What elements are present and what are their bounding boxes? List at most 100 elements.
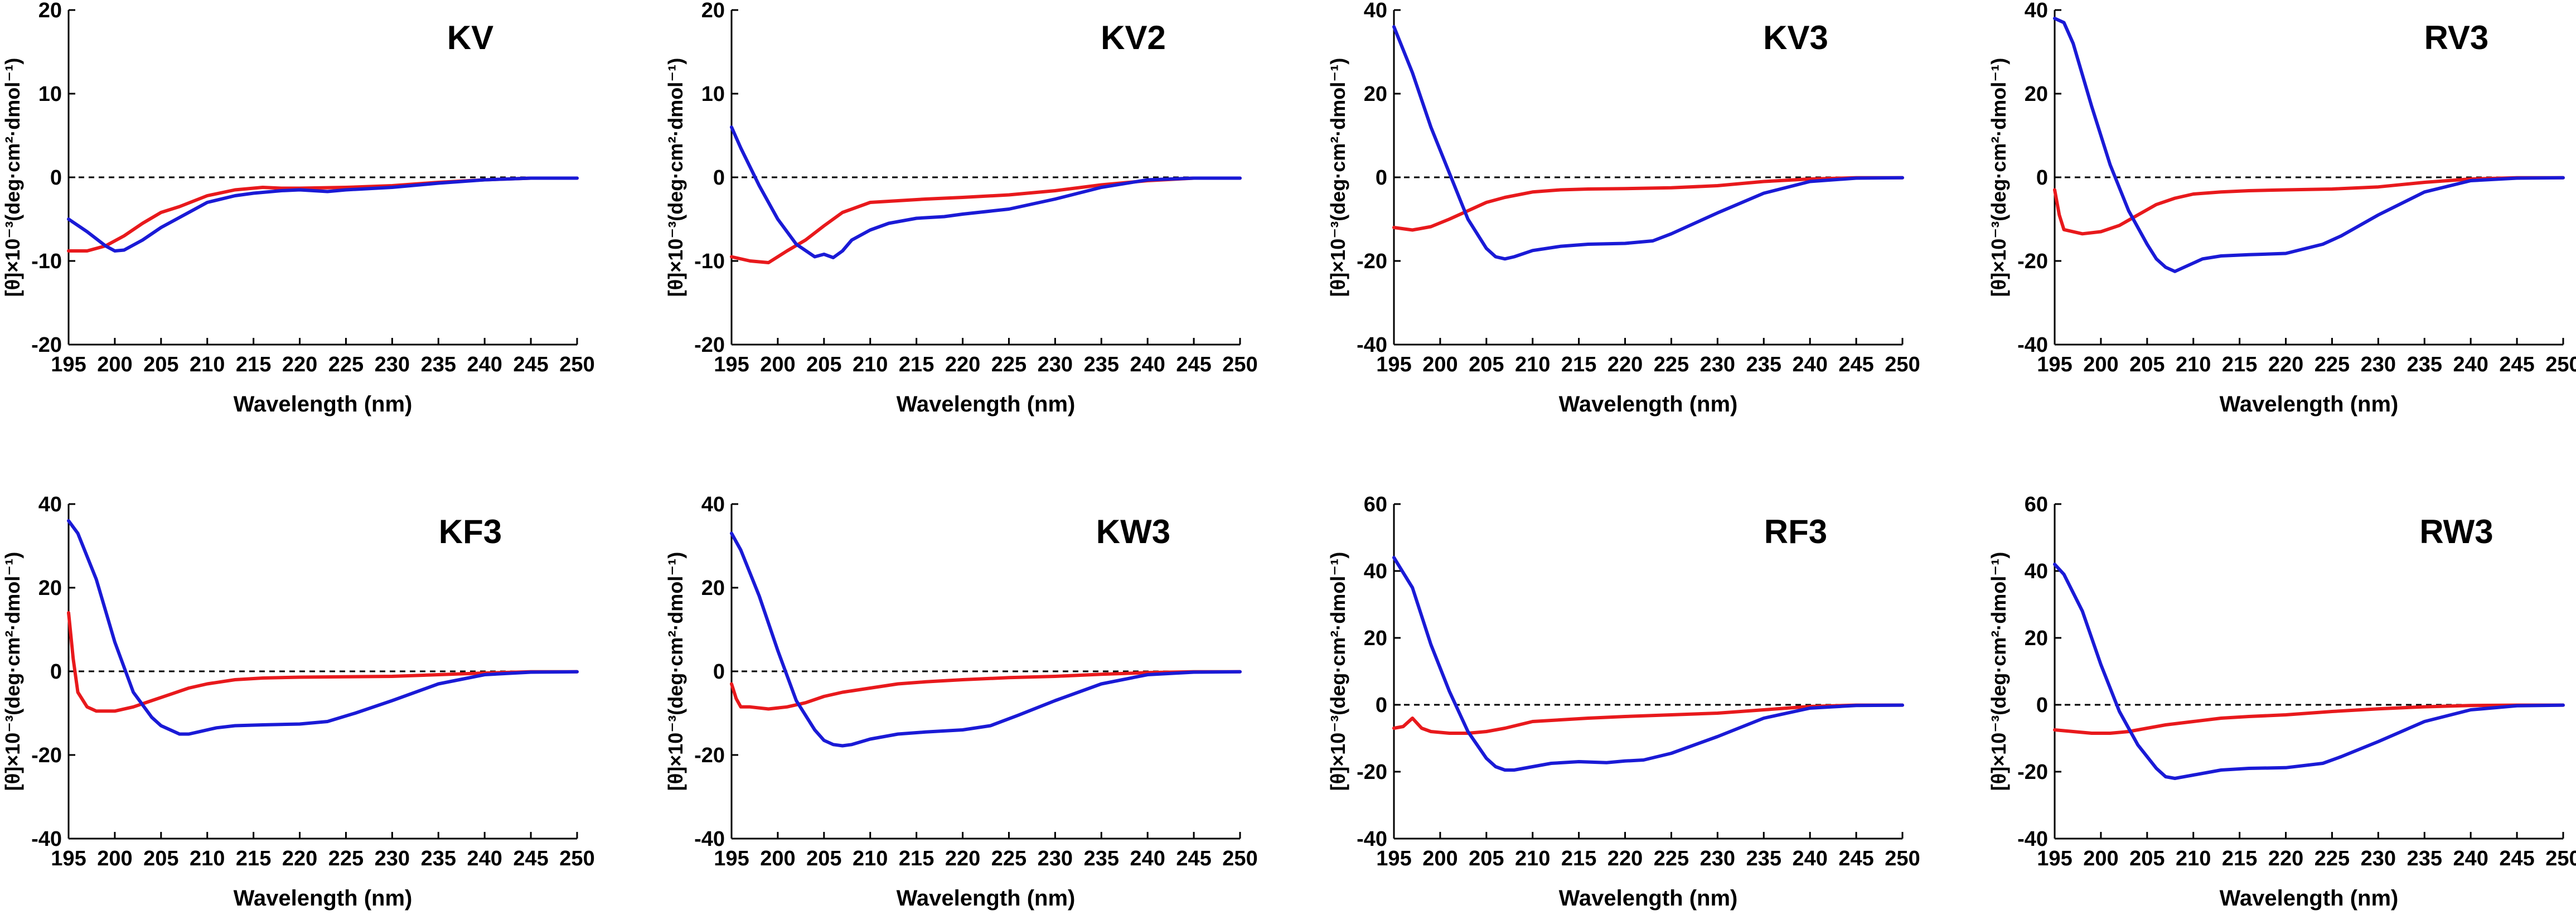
y-tick-label: -40 <box>2017 333 2048 357</box>
x-tick-label: 245 <box>1176 847 1211 870</box>
x-axis-label: Wavelength (nm) <box>2220 392 2399 417</box>
x-tick-label: 240 <box>1130 847 1165 870</box>
x-tick-label: 210 <box>2176 847 2211 870</box>
x-tick-label: 210 <box>190 847 225 870</box>
x-axis-label: Wavelength (nm) <box>234 886 413 911</box>
x-tick-label: 200 <box>97 847 132 870</box>
x-tick-label: 215 <box>899 353 934 376</box>
y-tick-label: -20 <box>694 333 725 357</box>
y-axis-label: [θ]×10⁻³(deg·cm²·dmol⁻¹) <box>664 58 687 297</box>
x-tick-label: 240 <box>1792 847 1827 870</box>
series-red-line <box>2053 703 2565 735</box>
x-tick-label: 200 <box>1422 847 1458 870</box>
x-tick-label: 250 <box>2545 847 2576 870</box>
cd-panel-kw3: -40 -20 0 20 40 195 200 205 210 215 220 225 230 235 24… <box>664 493 1258 911</box>
y-tick-label: -20 <box>31 744 62 767</box>
x-tick-label: 225 <box>991 847 1026 870</box>
series-red-line <box>1392 176 1904 232</box>
x-tick-label: 250 <box>559 847 594 870</box>
cd-panel-kv2: -20 -10 0 10 20 195 200 205 210 215 220 225 230 235 24… <box>664 0 1258 417</box>
y-tick-label: 20 <box>2025 627 2048 650</box>
x-tick-label: 250 <box>559 353 594 376</box>
y-tick-label: 60 <box>2025 493 2048 516</box>
y-tick-label: -10 <box>694 250 725 273</box>
x-tick-label: 220 <box>945 847 980 870</box>
x-tick-label: 230 <box>375 847 410 870</box>
series-blue-line <box>730 125 1242 259</box>
x-axis-label: Wavelength (nm) <box>234 392 413 417</box>
y-axis-label: [θ]×10⁻³(deg·cm²·dmol⁻¹) <box>1 552 24 791</box>
x-tick-label: 195 <box>714 847 749 870</box>
y-tick-label: -20 <box>1357 761 1387 784</box>
x-tick-label: 245 <box>513 353 548 376</box>
panel-title: KV2 <box>1101 19 1166 56</box>
x-axis-label: Wavelength (nm) <box>897 392 1076 417</box>
panel-title: RV3 <box>2424 19 2489 56</box>
series-red-line <box>2053 176 2565 236</box>
panel-title: KW3 <box>1096 513 1170 550</box>
y-axis-label: [θ]×10⁻³(deg·cm²·dmol⁻¹) <box>664 552 687 791</box>
x-tick-label: 240 <box>1130 353 1165 376</box>
y-tick-label: -20 <box>1357 250 1387 273</box>
y-tick-label: -10 <box>31 250 62 273</box>
x-tick-label: 220 <box>945 353 980 376</box>
x-tick-label: 225 <box>1654 353 1689 376</box>
x-tick-label: 240 <box>2453 847 2488 870</box>
x-tick-label: 215 <box>1561 847 1596 870</box>
series-red-line <box>730 176 1242 264</box>
x-tick-label: 220 <box>2268 847 2303 870</box>
x-tick-label: 235 <box>1084 353 1119 376</box>
cd-panel-kv3: -40 -20 0 20 40 195 200 205 210 215 220 225 230 235 24… <box>1326 0 1920 417</box>
y-axis-label: [θ]×10⁻³(deg·cm²·dmol⁻¹) <box>1987 58 2010 297</box>
y-tick-label: 20 <box>1364 83 1387 106</box>
x-tick-label: 230 <box>1038 353 1073 376</box>
series-blue-line <box>1392 556 1904 772</box>
x-tick-label: 220 <box>1607 353 1643 376</box>
panel-title: RW3 <box>2419 513 2493 550</box>
x-tick-label: 200 <box>2083 353 2118 376</box>
cd-panel-rf3: -40 -20 0 20 40 60 195 200 205 210 215 220 225 230 235… <box>1326 493 1920 911</box>
x-axis-label: Wavelength (nm) <box>1559 392 1738 417</box>
y-tick-label: 20 <box>38 0 62 22</box>
cd-panel-rw3: -40 -20 0 20 40 60 195 200 205 210 215 220 225 230 235… <box>1987 493 2576 911</box>
x-axis-label: Wavelength (nm) <box>897 886 1076 911</box>
x-tick-label: 210 <box>190 353 225 376</box>
series-blue-line <box>67 176 579 253</box>
x-tick-label: 235 <box>421 353 456 376</box>
y-axis-label: [θ]×10⁻³(deg·cm²·dmol⁻¹) <box>1326 58 1349 297</box>
series-red-line <box>730 670 1242 711</box>
x-tick-label: 200 <box>1422 353 1458 376</box>
x-tick-label: 200 <box>2083 847 2118 870</box>
y-tick-label: 40 <box>38 493 62 516</box>
series-blue-line <box>730 531 1242 748</box>
x-tick-label: 210 <box>853 847 888 870</box>
y-tick-label: -40 <box>1357 827 1387 851</box>
y-tick-label: 0 <box>2036 694 2048 717</box>
x-tick-label: 225 <box>328 353 364 376</box>
x-tick-label: 205 <box>1469 847 1504 870</box>
x-tick-label: 205 <box>143 847 178 870</box>
x-tick-label: 195 <box>2037 847 2072 870</box>
x-tick-label: 200 <box>760 847 795 870</box>
x-tick-label: 225 <box>2314 847 2350 870</box>
x-tick-label: 210 <box>1515 353 1550 376</box>
y-tick-label: -20 <box>31 333 62 357</box>
x-tick-label: 205 <box>2129 353 2165 376</box>
x-tick-label: 235 <box>421 847 456 870</box>
x-tick-label: 230 <box>1700 847 1735 870</box>
x-tick-label: 245 <box>2499 847 2534 870</box>
y-tick-label: 0 <box>1376 694 1387 717</box>
panel-title: RF3 <box>1764 513 1827 550</box>
x-tick-label: 245 <box>2499 353 2534 376</box>
x-tick-label: 230 <box>1038 847 1073 870</box>
x-tick-label: 240 <box>1792 353 1827 376</box>
x-tick-label: 245 <box>513 847 548 870</box>
x-tick-label: 205 <box>2129 847 2165 870</box>
y-tick-label: 0 <box>713 660 725 684</box>
x-tick-label: 215 <box>1561 353 1596 376</box>
y-tick-label: 10 <box>701 83 725 106</box>
y-axis-label: [θ]×10⁻³(deg·cm²·dmol⁻¹) <box>1326 552 1349 791</box>
x-tick-label: 230 <box>2361 353 2396 376</box>
x-tick-label: 235 <box>2407 353 2442 376</box>
